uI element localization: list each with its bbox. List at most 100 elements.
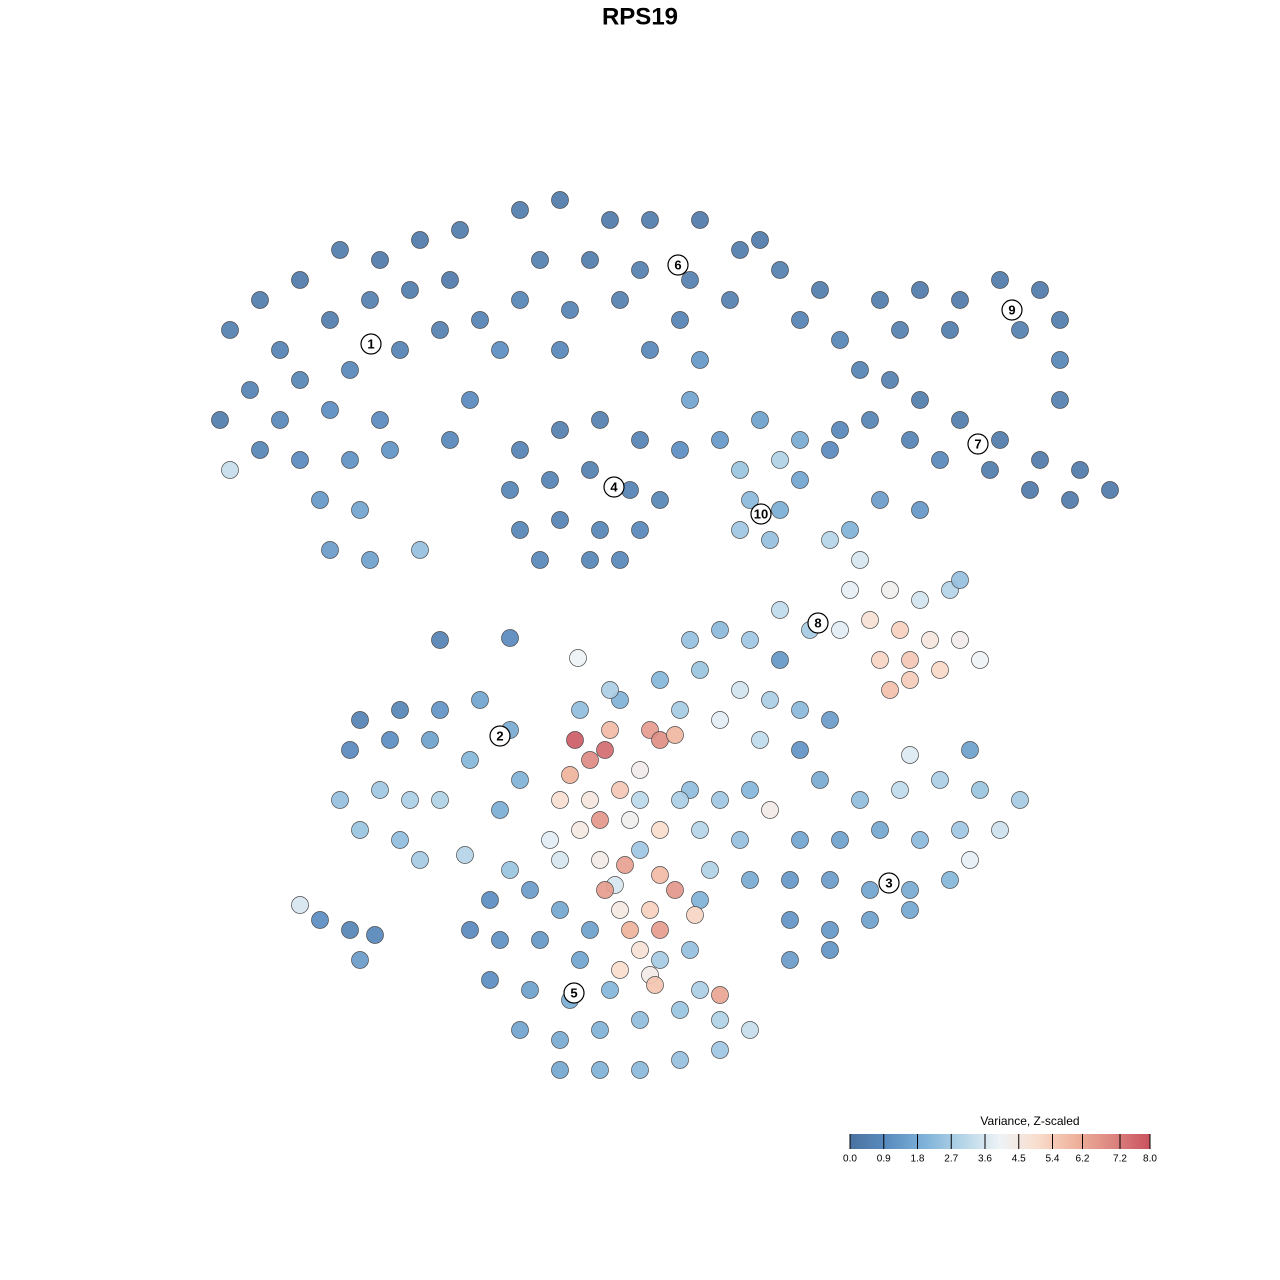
point	[941, 321, 959, 339]
point	[631, 261, 649, 279]
point	[711, 791, 729, 809]
point	[971, 651, 989, 669]
point	[491, 931, 509, 949]
cluster-label-badge	[563, 982, 585, 1004]
point	[711, 986, 729, 1004]
colorbar-tick-label: 7.2	[1113, 1154, 1127, 1165]
point	[471, 311, 489, 329]
point	[901, 671, 919, 689]
point	[341, 921, 359, 939]
point	[811, 281, 829, 299]
point	[711, 431, 729, 449]
colorbar-title: Variance, Z-scaled	[980, 1114, 1079, 1128]
point	[601, 681, 619, 699]
point	[951, 571, 969, 589]
point	[501, 481, 519, 499]
point	[341, 451, 359, 469]
point	[851, 791, 869, 809]
point	[901, 651, 919, 669]
point	[1011, 321, 1029, 339]
point	[811, 771, 829, 789]
point	[431, 321, 449, 339]
point	[371, 251, 389, 269]
point	[501, 861, 519, 879]
point	[551, 791, 569, 809]
point	[581, 791, 599, 809]
point	[431, 791, 449, 809]
point	[391, 341, 409, 359]
point	[821, 871, 839, 889]
cluster-label: 1	[367, 336, 374, 351]
point	[511, 1021, 529, 1039]
point	[901, 431, 919, 449]
point	[581, 751, 599, 769]
point	[551, 1031, 569, 1049]
cluster-label-badge	[750, 503, 772, 525]
point	[331, 241, 349, 259]
point	[666, 881, 684, 899]
point	[911, 831, 929, 849]
point	[711, 1041, 729, 1059]
point	[616, 856, 634, 874]
point	[881, 581, 899, 599]
point	[631, 1011, 649, 1029]
cluster-label: 4	[610, 479, 618, 494]
colorbar-tick-label: 2.7	[944, 1154, 958, 1165]
point	[251, 441, 269, 459]
point	[851, 361, 869, 379]
point	[611, 291, 629, 309]
cluster-label-badge	[878, 872, 900, 894]
point	[541, 471, 559, 489]
point	[631, 941, 649, 959]
point	[501, 629, 519, 647]
point	[421, 731, 439, 749]
point	[831, 831, 849, 849]
point	[631, 761, 649, 779]
point	[731, 461, 749, 479]
point	[611, 961, 629, 979]
point	[551, 191, 569, 209]
cluster-label-badge	[1001, 299, 1023, 321]
point	[511, 521, 529, 539]
point	[631, 521, 649, 539]
point	[591, 851, 609, 869]
point	[731, 681, 749, 699]
point	[931, 451, 949, 469]
point	[821, 941, 839, 959]
point	[861, 911, 879, 929]
point	[291, 371, 309, 389]
point	[241, 381, 259, 399]
point	[651, 866, 669, 884]
point	[771, 601, 789, 619]
point	[251, 291, 269, 309]
point	[401, 791, 419, 809]
point	[781, 951, 799, 969]
cluster-label: 9	[1008, 302, 1015, 317]
point	[701, 861, 719, 879]
point	[731, 241, 749, 259]
point	[731, 521, 749, 539]
point	[741, 871, 759, 889]
point	[1051, 391, 1069, 409]
point	[691, 351, 709, 369]
point	[591, 1021, 609, 1039]
point	[621, 811, 639, 829]
point	[511, 771, 529, 789]
cluster-label-badge	[667, 254, 689, 276]
point	[571, 701, 589, 719]
point	[871, 821, 889, 839]
point	[211, 411, 229, 429]
point	[571, 821, 589, 839]
point	[881, 681, 899, 699]
point	[601, 981, 619, 999]
point	[651, 731, 669, 749]
point	[771, 651, 789, 669]
point	[591, 411, 609, 429]
point	[461, 391, 479, 409]
point	[831, 421, 849, 439]
point	[551, 851, 569, 869]
point	[961, 741, 979, 759]
point	[941, 871, 959, 889]
cluster-label: 2	[496, 728, 503, 743]
point	[381, 441, 399, 459]
